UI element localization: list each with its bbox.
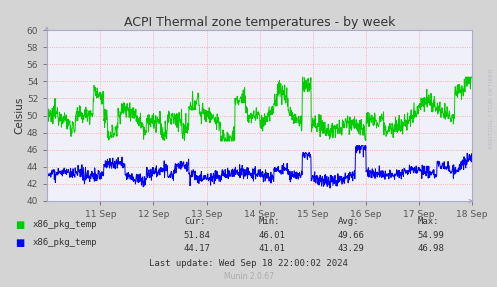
Text: Min:: Min: <box>258 217 280 226</box>
Text: Last update: Wed Sep 18 22:00:02 2024: Last update: Wed Sep 18 22:00:02 2024 <box>149 259 348 268</box>
Text: RRDTOOL / TOBI OETIKER: RRDTOOL / TOBI OETIKER <box>489 69 494 150</box>
Text: Cur:: Cur: <box>184 217 205 226</box>
Text: 46.01: 46.01 <box>258 231 285 240</box>
Text: 54.99: 54.99 <box>417 231 444 240</box>
Text: 44.17: 44.17 <box>184 244 211 253</box>
Text: 51.84: 51.84 <box>184 231 211 240</box>
Text: Avg:: Avg: <box>338 217 359 226</box>
Text: x86_pkg_temp: x86_pkg_temp <box>32 238 97 247</box>
Text: ■: ■ <box>15 220 24 230</box>
Text: Munin 2.0.67: Munin 2.0.67 <box>224 272 273 281</box>
Text: 43.29: 43.29 <box>338 244 365 253</box>
Text: ■: ■ <box>15 238 24 248</box>
Text: 46.98: 46.98 <box>417 244 444 253</box>
Y-axis label: Celsius: Celsius <box>14 97 24 134</box>
Text: 49.66: 49.66 <box>338 231 365 240</box>
Title: ACPI Thermal zone temperatures - by week: ACPI Thermal zone temperatures - by week <box>124 16 396 29</box>
Text: 41.01: 41.01 <box>258 244 285 253</box>
Text: x86_pkg_temp: x86_pkg_temp <box>32 220 97 228</box>
Text: Max:: Max: <box>417 217 439 226</box>
